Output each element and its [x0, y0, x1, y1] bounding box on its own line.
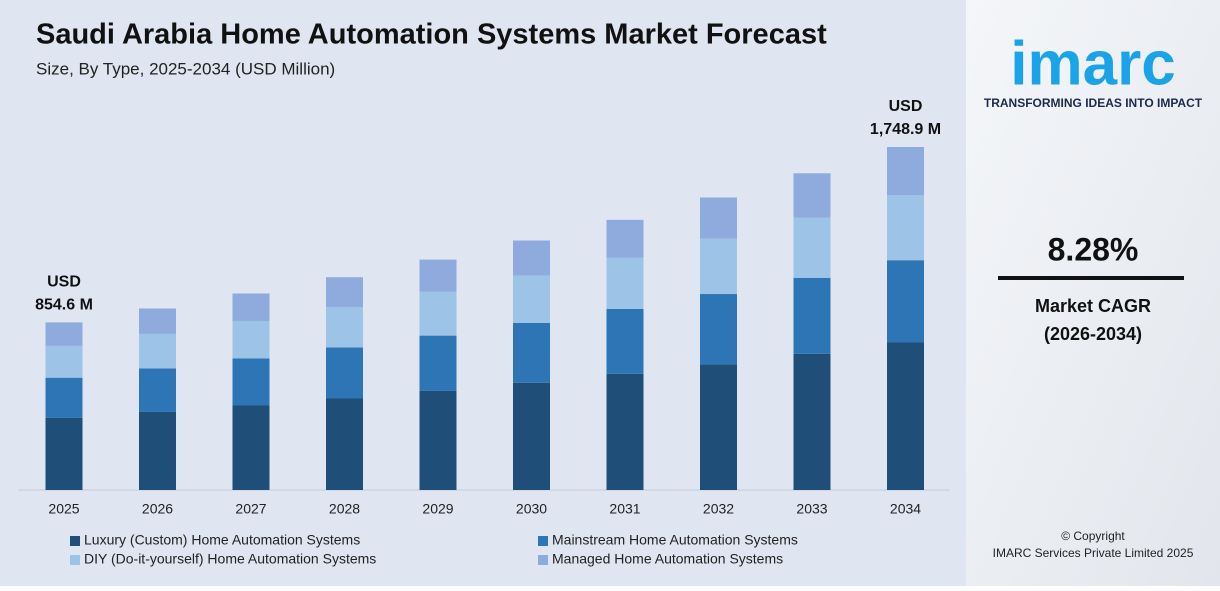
- total-label: USD: [889, 98, 923, 115]
- bar-segment: [513, 275, 550, 323]
- legend-swatch: [538, 555, 548, 565]
- legend-swatch: [70, 536, 80, 546]
- bar-segment: [419, 291, 457, 336]
- logo: imarc: [1010, 29, 1175, 98]
- bar-segment: [419, 259, 457, 292]
- bar-segment: [45, 345, 83, 378]
- bar-segment: [793, 277, 831, 354]
- x-tick-label: 2032: [703, 501, 734, 517]
- bar-segment: [139, 411, 176, 490]
- bar-segment: [606, 373, 644, 490]
- bar-segment: [419, 335, 457, 391]
- bar-segment: [326, 398, 363, 490]
- cagr-label: Market CAGR: [1035, 296, 1151, 316]
- bar-segment: [793, 173, 831, 218]
- bar-segment: [513, 322, 550, 383]
- legend-label: Managed Home Automation Systems: [552, 551, 783, 567]
- bar-segment: [887, 342, 924, 490]
- side-panel: [966, 0, 1220, 586]
- legend-label: Mainstream Home Automation Systems: [552, 532, 798, 548]
- cagr-value: 8.28%: [1048, 231, 1139, 267]
- x-tick-label: 2026: [142, 501, 173, 517]
- bar-segment: [232, 293, 270, 321]
- legend-label: DIY (Do-it-yourself) Home Automation Sys…: [84, 551, 376, 567]
- bar-segment: [887, 195, 924, 261]
- total-label: 854.6 M: [35, 297, 93, 314]
- bar-segment: [513, 240, 550, 276]
- copyright: © Copyright: [1061, 529, 1125, 543]
- total-label: 1,748.9 M: [870, 121, 941, 138]
- x-tick-label: 2033: [796, 501, 827, 517]
- bar-segment: [139, 308, 176, 334]
- x-tick-label: 2031: [609, 501, 640, 517]
- bar-segment: [419, 390, 457, 490]
- bar-segment: [887, 147, 924, 196]
- chart-title: Saudi Arabia Home Automation Systems Mar…: [36, 19, 827, 51]
- bar-segment: [326, 347, 363, 399]
- bar-segment: [700, 238, 737, 295]
- bar-segment: [45, 377, 83, 418]
- x-tick-label: 2030: [516, 501, 547, 517]
- bar-segment: [139, 368, 176, 412]
- bar-segment: [887, 260, 924, 343]
- total-label: USD: [47, 274, 81, 291]
- bar-segment: [232, 405, 270, 490]
- x-tick-label: 2034: [890, 501, 921, 517]
- x-tick-label: 2028: [329, 501, 360, 517]
- bar-segment: [700, 197, 737, 239]
- bar-segment: [513, 382, 550, 490]
- bar-segment: [232, 320, 270, 359]
- bar-segment: [793, 353, 831, 490]
- x-tick-label: 2027: [235, 501, 266, 517]
- bar-segment: [45, 417, 83, 490]
- cagr-period: (2026-2034): [1044, 324, 1142, 344]
- bar-segment: [606, 257, 644, 309]
- bar-segment: [45, 322, 83, 346]
- bar-segment: [700, 294, 737, 365]
- bar-segment: [606, 219, 644, 258]
- bar-segment: [139, 333, 176, 369]
- tagline: TRANSFORMING IDEAS INTO IMPACT: [984, 96, 1203, 110]
- cagr-divider: [998, 276, 1184, 280]
- bar-segment: [326, 277, 363, 307]
- bar-segment: [606, 308, 644, 374]
- x-tick-label: 2025: [48, 501, 79, 517]
- bar-segment: [700, 364, 737, 490]
- legend-swatch: [70, 555, 80, 565]
- company: IMARC Services Private Limited 2025: [993, 546, 1194, 560]
- bar-segment: [326, 306, 363, 348]
- bar-segment: [793, 217, 831, 278]
- legend-label: Luxury (Custom) Home Automation Systems: [84, 532, 360, 548]
- bar-segment: [232, 358, 270, 406]
- chart-subtitle: Size, By Type, 2025-2034 (USD Million): [36, 59, 335, 78]
- x-tick-label: 2029: [422, 501, 453, 517]
- legend-swatch: [538, 536, 548, 546]
